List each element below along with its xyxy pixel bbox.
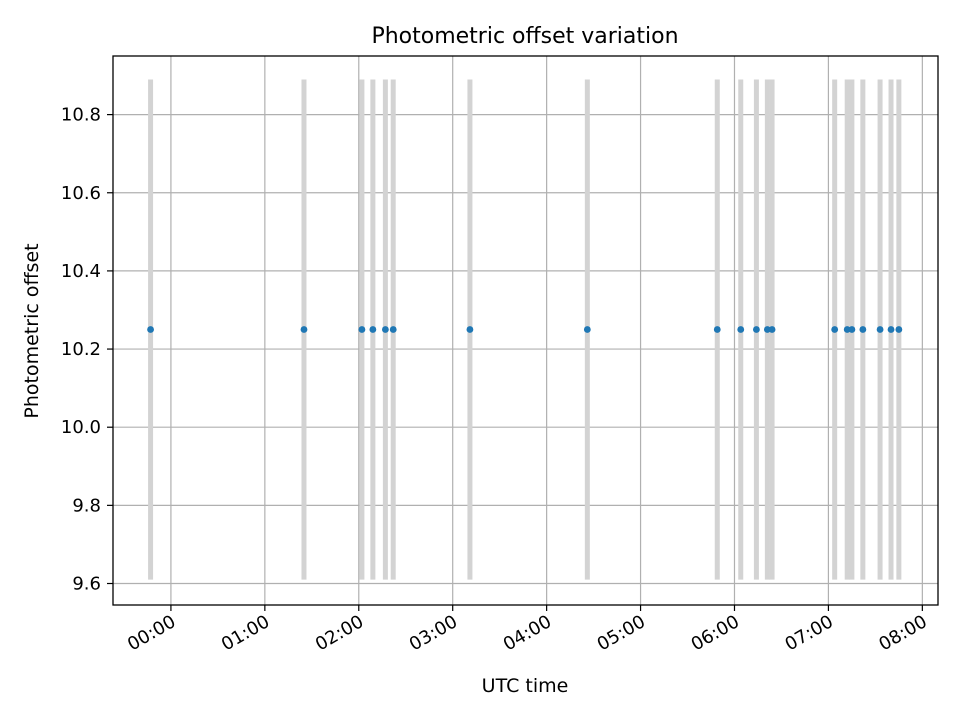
data-point	[843, 326, 851, 333]
data-point	[831, 326, 839, 333]
data-point	[768, 326, 776, 333]
data-point	[887, 326, 895, 333]
data-point	[147, 326, 154, 333]
chart-title: Photometric offset variation	[371, 24, 678, 49]
data-point	[300, 326, 308, 333]
y-axis-label: Photometric offset	[21, 243, 43, 418]
data-point	[895, 326, 903, 333]
data-point	[713, 326, 721, 333]
y-tick-label: 10.4	[61, 261, 101, 282]
data-point	[369, 326, 377, 333]
data-point	[753, 326, 760, 333]
data-point	[859, 326, 867, 333]
data-point	[381, 326, 389, 333]
x-axis-label: UTC time	[482, 675, 569, 697]
data-point	[358, 326, 366, 333]
grid-layer	[113, 56, 938, 605]
y-tick-label: 10.8	[61, 105, 101, 126]
data-point	[876, 326, 884, 333]
data-point	[583, 326, 591, 333]
data-point	[466, 326, 474, 333]
data-point	[848, 326, 856, 333]
y-tick-label: 10.6	[61, 183, 101, 204]
y-tick-label: 10.2	[61, 339, 101, 360]
data-point	[763, 326, 771, 333]
y-tick-label: 9.6	[72, 574, 101, 595]
y-tick-label: 10.0	[61, 417, 101, 438]
data-point	[737, 326, 745, 333]
point-layer	[147, 326, 903, 333]
y-tick-label: 9.8	[72, 495, 101, 516]
plot-frame	[112, 55, 939, 606]
data-point	[389, 326, 397, 333]
